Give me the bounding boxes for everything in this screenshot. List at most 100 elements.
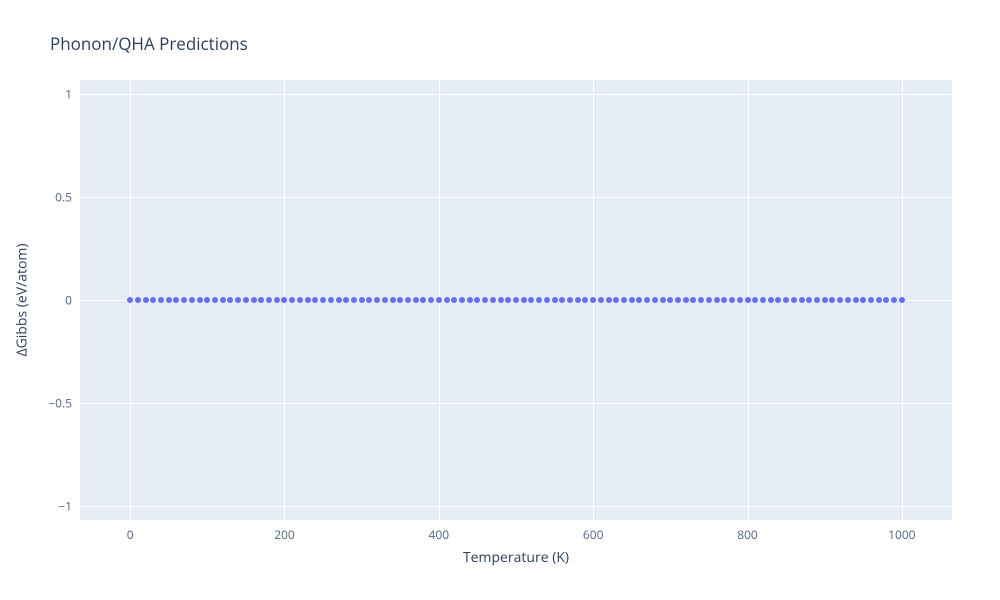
data-marker: [235, 297, 241, 303]
data-marker: [729, 297, 735, 303]
data-marker: [791, 297, 797, 303]
data-marker: [822, 297, 828, 303]
data-marker: [328, 297, 334, 303]
x-axis-label: Temperature (K): [463, 548, 569, 567]
data-marker: [814, 297, 820, 303]
data-marker: [143, 297, 149, 303]
data-marker: [853, 297, 859, 303]
data-marker: [251, 297, 257, 303]
data-marker: [413, 297, 419, 303]
y-tick-label: −1: [58, 497, 72, 514]
data-marker: [135, 297, 141, 303]
data-marker: [459, 297, 465, 303]
data-marker: [166, 297, 172, 303]
data-marker: [590, 297, 596, 303]
data-marker: [891, 297, 897, 303]
data-marker: [690, 297, 696, 303]
x-tick-label: 400: [429, 526, 450, 543]
data-marker: [621, 297, 627, 303]
data-marker: [660, 297, 666, 303]
data-marker: [505, 297, 511, 303]
data-marker: [783, 297, 789, 303]
data-marker: [775, 297, 781, 303]
data-marker: [320, 297, 326, 303]
data-marker: [390, 297, 396, 303]
data-marker: [351, 297, 357, 303]
data-marker: [289, 297, 295, 303]
data-marker: [768, 297, 774, 303]
chart-title: Phonon/QHA Predictions: [50, 32, 248, 55]
y-tick-label: 0: [65, 292, 72, 309]
data-marker: [359, 297, 365, 303]
data-marker: [721, 297, 727, 303]
data-marker: [158, 297, 164, 303]
data-marker: [336, 297, 342, 303]
data-marker: [598, 297, 604, 303]
x-tick-label: 600: [583, 526, 604, 543]
plot-area: [80, 80, 952, 520]
data-marker: [382, 297, 388, 303]
data-marker: [189, 297, 195, 303]
data-marker: [444, 297, 450, 303]
data-marker: [544, 297, 550, 303]
data-marker: [173, 297, 179, 303]
data-marker: [868, 297, 874, 303]
data-marker: [397, 297, 403, 303]
x-tick-label: 200: [274, 526, 295, 543]
data-marker: [274, 297, 280, 303]
data-marker: [281, 297, 287, 303]
data-marker: [883, 297, 889, 303]
data-marker: [613, 297, 619, 303]
data-marker: [799, 297, 805, 303]
data-marker: [845, 297, 851, 303]
data-marker: [428, 297, 434, 303]
y-tick-label: −0.5: [48, 394, 72, 411]
data-marker: [860, 297, 866, 303]
data-marker: [629, 297, 635, 303]
data-marker: [644, 297, 650, 303]
data-marker: [876, 297, 882, 303]
data-marker: [436, 297, 442, 303]
y-tick-label: 0.5: [55, 189, 72, 206]
gridline-h: [80, 506, 952, 507]
data-marker: [567, 297, 573, 303]
data-marker: [305, 297, 311, 303]
data-marker: [498, 297, 504, 303]
data-marker: [297, 297, 303, 303]
data-marker: [737, 297, 743, 303]
data-marker: [575, 297, 581, 303]
data-marker: [745, 297, 751, 303]
data-marker: [204, 297, 210, 303]
data-marker: [312, 297, 318, 303]
gridline-h: [80, 197, 952, 198]
data-marker: [760, 297, 766, 303]
data-marker: [806, 297, 812, 303]
data-marker: [521, 297, 527, 303]
gridline-h: [80, 94, 952, 95]
data-marker: [243, 297, 249, 303]
data-marker: [513, 297, 519, 303]
data-marker: [405, 297, 411, 303]
data-marker: [752, 297, 758, 303]
data-marker: [150, 297, 156, 303]
data-marker: [837, 297, 843, 303]
data-marker: [482, 297, 488, 303]
data-marker: [683, 297, 689, 303]
data-marker: [675, 297, 681, 303]
data-marker: [698, 297, 704, 303]
data-marker: [220, 297, 226, 303]
data-marker: [266, 297, 272, 303]
data-marker: [490, 297, 496, 303]
data-marker: [528, 297, 534, 303]
data-marker: [227, 297, 233, 303]
data-marker: [258, 297, 264, 303]
data-marker: [714, 297, 720, 303]
data-marker: [582, 297, 588, 303]
y-axis-label: ΔGibbs (eV/atom): [13, 243, 32, 356]
data-marker: [636, 297, 642, 303]
data-marker: [706, 297, 712, 303]
data-marker: [474, 297, 480, 303]
x-tick-label: 1000: [888, 526, 915, 543]
data-marker: [374, 297, 380, 303]
data-marker: [420, 297, 426, 303]
